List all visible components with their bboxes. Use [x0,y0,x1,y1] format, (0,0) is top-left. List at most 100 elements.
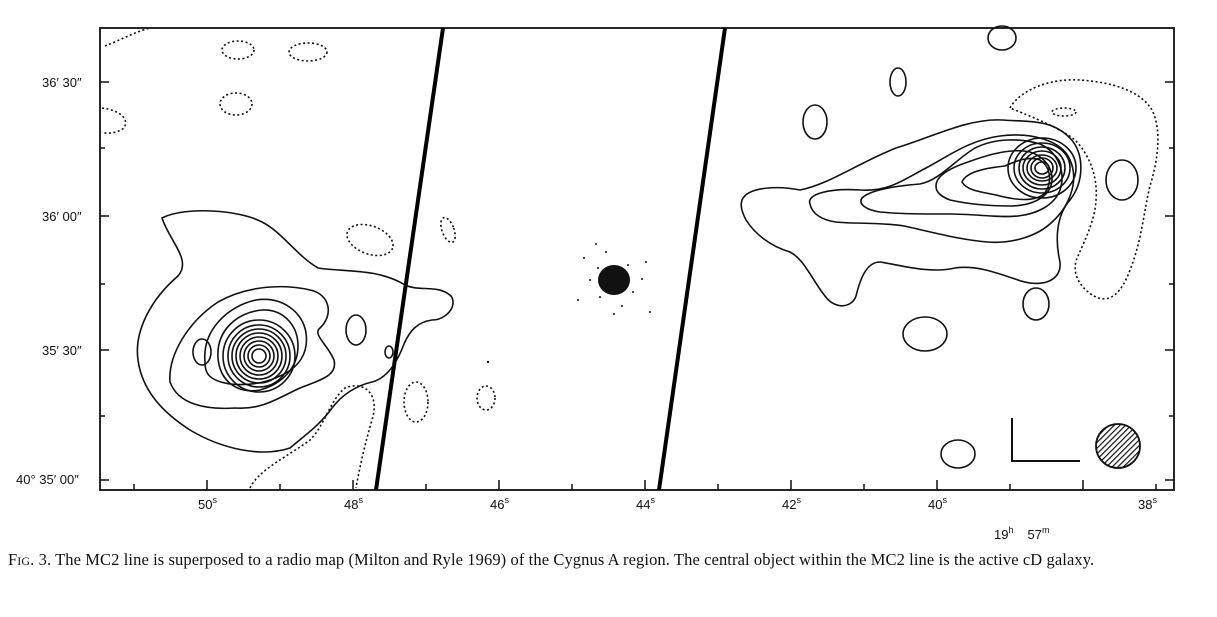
radio-map-figure: 36′ 30″ 36′ 00″ 35′ 30″ 40° 35′ 00″ 50s … [16,25,1175,540]
contour [1022,150,1062,186]
negative-contours-left [101,27,496,489]
ra-minutes-unit: m [1042,525,1050,535]
scale-bar [1011,418,1080,462]
x-tick-unit: s [212,495,217,505]
x-tick-unit: s [1152,495,1157,505]
contour [1018,146,1066,190]
galaxy-speckle [621,305,623,307]
galaxy-speckle [599,296,601,298]
x-tick-num: 48 [344,497,358,512]
contour [204,298,308,386]
map-frame [99,27,1175,491]
galaxy-speckle [597,267,599,269]
x-tick-unit: s [650,495,655,505]
contour [247,344,271,368]
dashed-contour [288,42,328,62]
contour [889,67,907,97]
contour [345,314,367,346]
x-tick-num: 38 [1138,497,1152,512]
mc2-line-left [374,27,445,491]
y-tick-label: 36′ 00″ [42,209,82,224]
dashed-contour [346,223,394,257]
ra-minutes: 57 [1027,527,1041,540]
negative-contours-right [1008,79,1159,300]
dashed-contour [403,381,429,423]
dashed-contour [476,385,496,411]
x-tick-unit: s [504,495,509,505]
contour [1034,161,1050,175]
contour [217,309,299,392]
x-tick-label: 50s [198,495,217,512]
contour [808,134,1075,244]
galaxy-core [598,265,630,295]
contour [902,316,948,352]
caption-label: Fig. 3. [8,550,52,569]
beam-size-disc [1095,423,1141,469]
contour [1030,157,1054,179]
contour [1105,159,1139,201]
contour [384,345,394,359]
x-tick-num: 42 [782,497,796,512]
contour [860,139,1063,218]
contour [1007,137,1077,199]
contour [231,328,287,384]
galaxy-speckle [627,264,629,266]
ra-hours: 19 [994,527,1008,540]
x-tick-label: 48s [344,495,363,512]
galaxy-speckle [486,360,490,364]
contour [1022,287,1050,321]
galaxy-speckle [632,291,634,293]
galaxy-speckle [583,257,585,259]
contour [987,25,1017,51]
contour [940,439,976,469]
x-tick-labels: 50s 48s 46s 44s 42s 40s 38s [198,495,1157,512]
contour [740,119,1082,307]
right-radio-lobe [740,25,1139,469]
contour [235,332,283,380]
galaxy-speckle [641,278,643,280]
galaxy-speckle [577,299,579,301]
galaxy-speckle [645,261,647,263]
x-tick-label: 46s [490,495,509,512]
galaxy-speckle [613,313,615,315]
y-tick-label: 35′ 30″ [42,343,82,358]
ra-epoch-label: 19h 57m [994,525,1049,540]
cd-galaxy-speckle [486,243,651,364]
x-tick-num: 44 [636,497,650,512]
figure-caption: Fig. 3. The MC2 line is superposed to a … [8,550,1203,569]
contour [169,285,336,410]
contour [222,319,296,393]
contour [1013,142,1071,194]
dashed-contour [101,107,127,134]
y-tick-label: 40° 35′ 00″ [16,472,79,487]
y-axis-ticks [100,81,1174,481]
x-tick-num: 40 [928,497,942,512]
contour [227,324,291,388]
x-tick-label: 42s [782,495,801,512]
contour [239,336,279,376]
left-radio-lobe [136,210,454,453]
x-tick-label: 40s [928,495,947,512]
dashed-contour [104,27,151,47]
dashed-contour [440,216,456,244]
ra-hours-unit: h [1008,525,1013,535]
x-tick-num: 50 [198,497,212,512]
mc2-line-right [657,27,727,491]
caption-text: The MC2 line is superposed to a radio ma… [51,550,1095,569]
dashed-contour [1008,79,1159,300]
x-tick-unit: s [942,495,947,505]
galaxy-speckle [649,311,651,313]
y-tick-label: 36′ 30″ [42,75,82,90]
x-tick-num: 46 [490,497,504,512]
dashed-contour [249,385,375,489]
dashed-contour [1051,107,1077,117]
dashed-contour [219,92,253,116]
contour [136,210,454,453]
contour [243,340,275,372]
contour [1026,154,1058,182]
contour [192,338,212,366]
contour [251,348,267,364]
galaxy-speckle [589,279,591,281]
contour [802,104,828,140]
x-tick-label: 44s [636,495,655,512]
